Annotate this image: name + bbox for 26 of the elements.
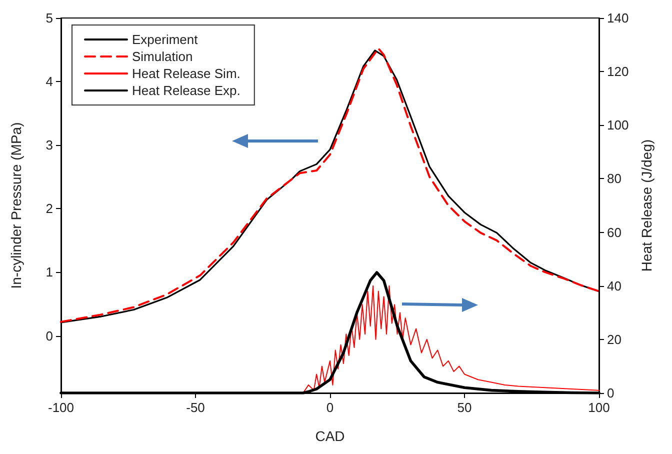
y2-tick-label: 120 [607,64,629,80]
y-tick-label: 2 [46,201,53,216]
y2-tick-label: 0 [607,386,614,400]
legend-label: Experiment [132,32,198,47]
y2-tick-label: 20 [607,332,622,347]
y-tick-label: 4 [46,74,53,90]
y-tick-label: 1 [46,264,53,280]
y-tick-label: 0 [46,328,53,344]
y-tick-label: 5 [46,10,53,26]
y2-tick-label: 60 [607,224,622,240]
y2-tick-label: 40 [607,278,622,294]
x-tick-label: -50 [186,400,205,415]
y-tick-label: 3 [46,138,53,153]
x-tick-label: 0 [326,400,334,415]
legend-label: Heat Release Sim. [132,66,240,81]
y2-tick-label: 80 [607,171,622,186]
y2-tick-label: 100 [607,118,629,133]
x-axis-title: CAD [315,428,345,444]
x-tick-label: 50 [457,400,472,415]
y-axis-title: In-cylinder Pressure (MPa) [8,122,24,289]
x-tick-label: 100 [588,400,610,415]
y2-tick-label: 140 [607,10,629,26]
legend-label: Simulation [132,49,193,64]
legend-label: Heat Release Exp. [132,83,240,98]
y2-axis-title: Heat Release (J/deg) [638,139,655,272]
x-tick-label: -100 [48,400,74,415]
